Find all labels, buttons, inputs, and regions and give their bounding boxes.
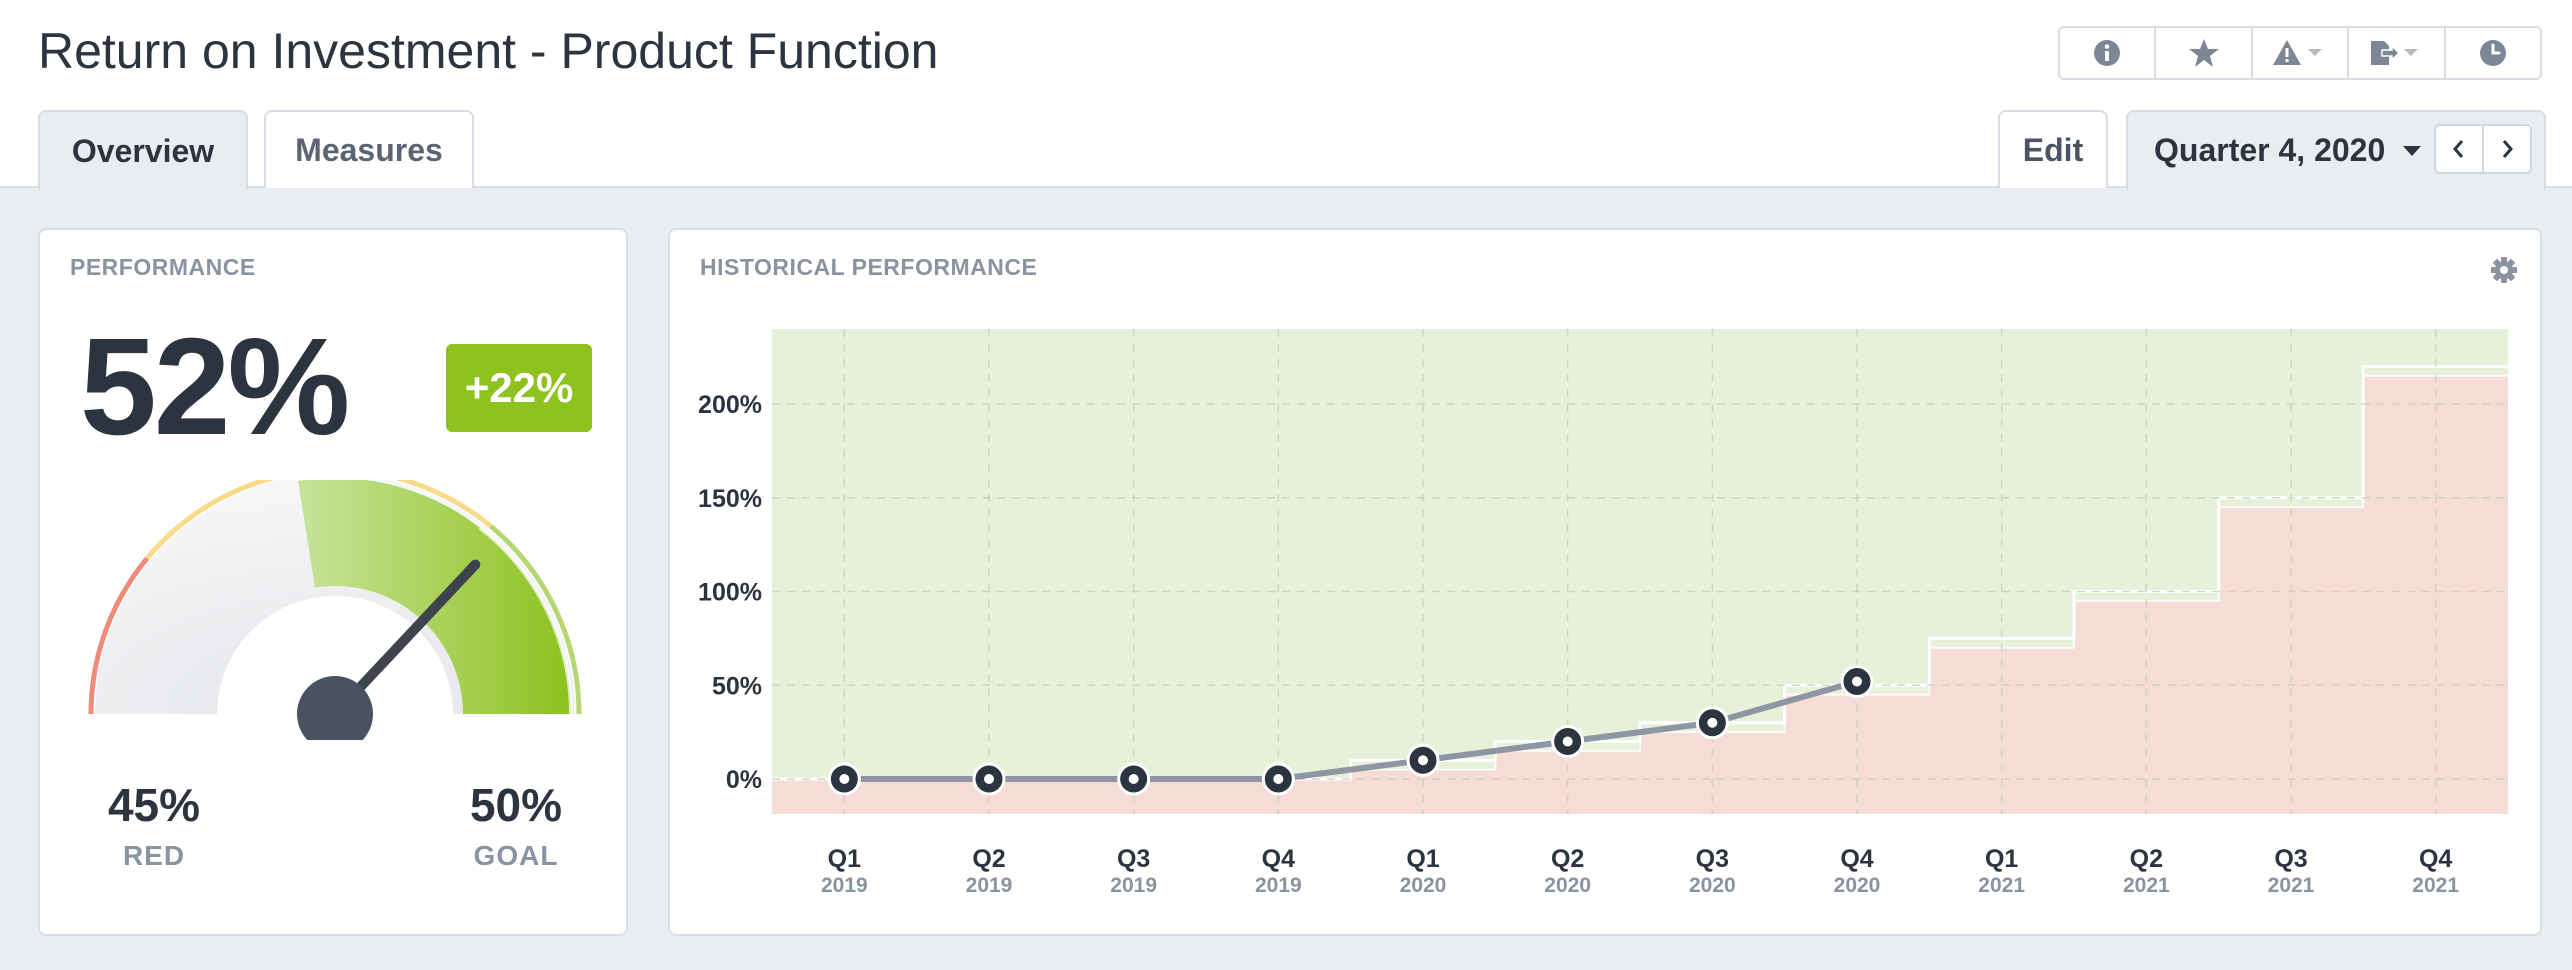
edit-button[interactable]: Edit [1998, 110, 2108, 188]
change-badge: +22% [446, 344, 592, 432]
x-tick-quarter: Q2 [972, 845, 1005, 873]
data-point-center [839, 774, 850, 784]
data-point-center [1418, 755, 1428, 766]
performance-value: 52% [80, 310, 350, 464]
historical-title: HISTORICAL PERFORMANCE [700, 254, 1038, 280]
goal-value: 50% [469, 779, 563, 831]
x-tick-year: 2019 [821, 874, 868, 897]
period-dropdown[interactable]: Quarter 4, 2020 [2154, 132, 2422, 169]
x-tick-year: 2019 [966, 874, 1013, 897]
x-tick-quarter: Q2 [2130, 845, 2163, 873]
x-tick-year: 2021 [2268, 874, 2315, 897]
x-tick-quarter: Q3 [1117, 845, 1150, 873]
chevron-down-icon [2403, 145, 2422, 156]
info-icon [2094, 40, 2121, 66]
y-tick-label: 100% [698, 579, 762, 607]
performance-title: PERFORMANCE [70, 254, 256, 280]
x-tick-year: 2019 [1110, 874, 1157, 897]
red-label: RED [122, 840, 186, 871]
actual-series-line [844, 678, 1858, 782]
performance-gauge [88, 480, 582, 740]
next-period-button[interactable] [2484, 126, 2530, 172]
period-label: Quarter 4, 2020 [2154, 132, 2386, 168]
alert-menu-button[interactable] [2253, 28, 2350, 78]
gauge-green-band [488, 524, 582, 715]
y-tick-label: 150% [698, 485, 762, 513]
gear-icon[interactable] [2490, 256, 2518, 284]
x-tick-quarter: Q2 [1551, 845, 1584, 873]
x-tick-year: 2020 [1689, 874, 1736, 897]
period-tab: Quarter 4, 2020 [2126, 110, 2546, 190]
data-point-center [1273, 774, 1284, 784]
x-tick-quarter: Q1 [828, 845, 861, 873]
top-bar: Return on Investment - Product Function [0, 0, 2572, 190]
toolbar-actions [2058, 26, 2542, 80]
data-point-center [1852, 676, 1862, 687]
x-tick-quarter: Q1 [1406, 845, 1439, 873]
goal-threshold: 50% GOAL [436, 782, 596, 872]
x-tick-year: 2020 [1834, 874, 1881, 897]
x-tick-quarter: Q4 [1262, 845, 1295, 873]
bad-zone [772, 375, 2508, 814]
previous-period-button[interactable] [2436, 126, 2484, 172]
info-button[interactable] [2060, 28, 2157, 78]
data-point-center [984, 774, 994, 784]
data-point-center [1562, 736, 1573, 747]
history-clock-icon [2479, 40, 2506, 66]
goal-label: GOAL [473, 840, 559, 871]
y-tick-label: 0% [726, 766, 762, 794]
period-nav [2434, 124, 2532, 174]
gauge-yellow-band [145, 480, 493, 561]
x-tick-year: 2020 [1544, 874, 1591, 897]
red-threshold: 45% RED [74, 782, 234, 872]
x-tick-quarter: Q3 [2274, 845, 2307, 873]
alert-dropdown-icon [2273, 40, 2323, 65]
red-value: 45% [107, 779, 201, 831]
chevron-right-icon [2502, 140, 2513, 158]
gauge-red-band [88, 556, 149, 715]
x-tick-year: 2020 [1400, 874, 1447, 897]
history-button[interactable] [2446, 28, 2540, 78]
x-tick-year: 2021 [2123, 874, 2170, 897]
performance-card: PERFORMANCE 52% +22% 45% RED 50% GOAL [38, 228, 628, 936]
tab-overview[interactable]: Overview [38, 110, 248, 190]
historical-chart: 0%50%100%150%200%Q12019Q22019Q32019Q4201… [698, 329, 2508, 897]
x-tick-quarter: Q4 [2419, 845, 2452, 873]
y-tick-label: 50% [712, 672, 762, 700]
x-tick-year: 2019 [1255, 874, 1302, 897]
x-tick-quarter: Q1 [1985, 845, 2018, 873]
favorite-button[interactable] [2156, 28, 2253, 78]
gauge-hub [297, 676, 373, 740]
tab-measures[interactable]: Measures [264, 110, 474, 188]
x-tick-year: 2021 [1978, 874, 2025, 897]
gauge-green-zone [298, 480, 571, 714]
star-icon [2188, 39, 2219, 67]
export-menu-button[interactable] [2349, 28, 2446, 78]
data-point-center [1128, 774, 1139, 784]
x-tick-quarter: Q4 [1840, 845, 1873, 873]
historical-card: HISTORICAL PERFORMANCE 0% 50% 100% 150% 200%… [668, 228, 2542, 936]
y-tick-label: 200% [698, 391, 762, 419]
export-dropdown-icon [2371, 41, 2419, 65]
x-tick-year: 2021 [2412, 874, 2459, 897]
data-point-center [1707, 717, 1718, 728]
chevron-left-icon [2453, 140, 2464, 158]
page-title: Return on Investment - Product Function [38, 23, 939, 79]
x-tick-quarter: Q3 [1696, 845, 1729, 873]
